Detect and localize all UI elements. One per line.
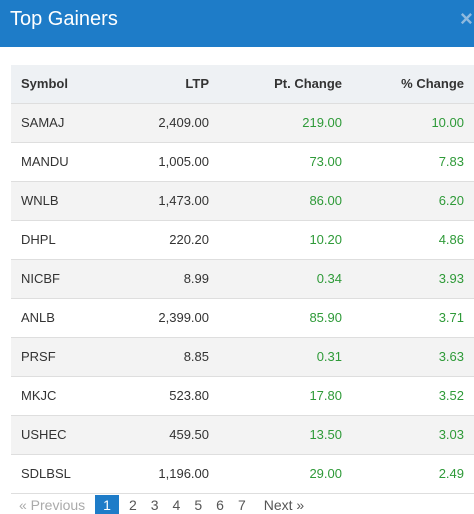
table-row[interactable]: SDLBSL 1,196.00 29.00 2.49 bbox=[11, 454, 474, 494]
table-header: Symbol LTP Pt. Change % Change bbox=[11, 65, 474, 104]
page-link-6[interactable]: 6 bbox=[216, 497, 224, 513]
page-link-2[interactable]: 2 bbox=[128, 497, 137, 513]
page-link-3[interactable]: 3 bbox=[150, 497, 159, 513]
header-row: Symbol LTP Pt. Change % Change bbox=[11, 65, 474, 104]
table-row[interactable]: WNLB 1,473.00 86.00 6.20 bbox=[11, 181, 474, 221]
table-row[interactable]: MANDU 1,005.00 73.00 7.83 bbox=[11, 142, 474, 182]
cell-symbol: DHPL bbox=[11, 220, 109, 260]
cell-pct-change: 4.86 bbox=[352, 220, 474, 260]
cell-ltp: 459.50 bbox=[109, 415, 219, 455]
cell-pt-change: 85.90 bbox=[219, 298, 352, 338]
pagination: « Previous 1 2 3 4 5 6 7 Next » bbox=[11, 494, 311, 514]
cell-ltp: 1,005.00 bbox=[109, 142, 219, 182]
cell-ltp: 8.99 bbox=[109, 259, 219, 299]
cell-pct-change: 3.93 bbox=[352, 259, 474, 299]
cell-pt-change: 13.50 bbox=[219, 415, 352, 455]
cell-pt-change: 73.00 bbox=[219, 142, 352, 182]
cell-symbol: NICBF bbox=[11, 259, 109, 299]
next-page-link[interactable]: Next » bbox=[263, 497, 305, 513]
table-row[interactable]: NICBF 8.99 0.34 3.93 bbox=[11, 259, 474, 299]
cell-pct-change: 3.52 bbox=[352, 376, 474, 416]
table-row[interactable]: USHEC 459.50 13.50 3.03 bbox=[11, 415, 474, 455]
column-header-symbol[interactable]: Symbol bbox=[11, 65, 109, 104]
table-row[interactable]: DHPL 220.20 10.20 4.86 bbox=[11, 220, 474, 260]
page-link-7[interactable]: 7 bbox=[237, 497, 246, 513]
previous-page-link[interactable]: « Previous bbox=[19, 497, 86, 513]
table-row[interactable]: MKJC 523.80 17.80 3.52 bbox=[11, 376, 474, 416]
table-row[interactable]: PRSF 8.85 0.31 3.63 bbox=[11, 337, 474, 377]
cell-ltp: 8.85 bbox=[109, 337, 219, 377]
cell-pt-change: 0.34 bbox=[219, 259, 352, 299]
column-header-pt-change[interactable]: Pt. Change bbox=[219, 65, 352, 104]
cell-pt-change: 219.00 bbox=[219, 103, 352, 143]
cell-ltp: 220.20 bbox=[109, 220, 219, 260]
cell-pt-change: 29.00 bbox=[219, 454, 352, 494]
modal-title: Top Gainers bbox=[10, 8, 118, 30]
cell-pt-change: 86.00 bbox=[219, 181, 352, 221]
page-link-1[interactable]: 1 bbox=[95, 495, 119, 514]
cell-pct-change: 10.00 bbox=[352, 103, 474, 143]
cell-ltp: 523.80 bbox=[109, 376, 219, 416]
table-row[interactable]: ANLB 2,399.00 85.90 3.71 bbox=[11, 298, 474, 338]
cell-pt-change: 10.20 bbox=[219, 220, 352, 260]
cell-symbol: MANDU bbox=[11, 142, 109, 182]
cell-symbol: MKJC bbox=[11, 376, 109, 416]
cell-pt-change: 0.31 bbox=[219, 337, 352, 377]
cell-ltp: 1,473.00 bbox=[109, 181, 219, 221]
page-link-4[interactable]: 4 bbox=[172, 497, 181, 513]
cell-ltp: 2,399.00 bbox=[109, 298, 219, 338]
cell-symbol: WNLB bbox=[11, 181, 109, 221]
cell-pct-change: 6.20 bbox=[352, 181, 474, 221]
cell-ltp: 2,409.00 bbox=[109, 103, 219, 143]
column-header-ltp[interactable]: LTP bbox=[109, 65, 219, 104]
cell-pct-change: 3.63 bbox=[352, 337, 474, 377]
cell-pt-change: 17.80 bbox=[219, 376, 352, 416]
cell-symbol: USHEC bbox=[11, 415, 109, 455]
cell-symbol: PRSF bbox=[11, 337, 109, 377]
cell-symbol: SAMAJ bbox=[11, 103, 109, 143]
cell-ltp: 1,196.00 bbox=[109, 454, 219, 494]
modal-header: Top Gainers × bbox=[0, 0, 474, 47]
table-body: SAMAJ 2,409.00 219.00 10.00 MANDU 1,005.… bbox=[11, 103, 474, 494]
cell-symbol: SDLBSL bbox=[11, 454, 109, 494]
cell-pct-change: 2.49 bbox=[352, 454, 474, 494]
close-icon[interactable]: × bbox=[460, 6, 473, 31]
cell-pct-change: 3.03 bbox=[352, 415, 474, 455]
cell-symbol: ANLB bbox=[11, 298, 109, 338]
table-row[interactable]: SAMAJ 2,409.00 219.00 10.00 bbox=[11, 103, 474, 143]
page-link-5[interactable]: 5 bbox=[194, 497, 203, 513]
gainers-table-container: Symbol LTP Pt. Change % Change SAMAJ 2,4… bbox=[11, 65, 474, 494]
gainers-table: Symbol LTP Pt. Change % Change SAMAJ 2,4… bbox=[11, 65, 474, 494]
cell-pct-change: 3.71 bbox=[352, 298, 474, 338]
cell-pct-change: 7.83 bbox=[352, 142, 474, 182]
column-header-pct-change[interactable]: % Change bbox=[352, 65, 474, 104]
